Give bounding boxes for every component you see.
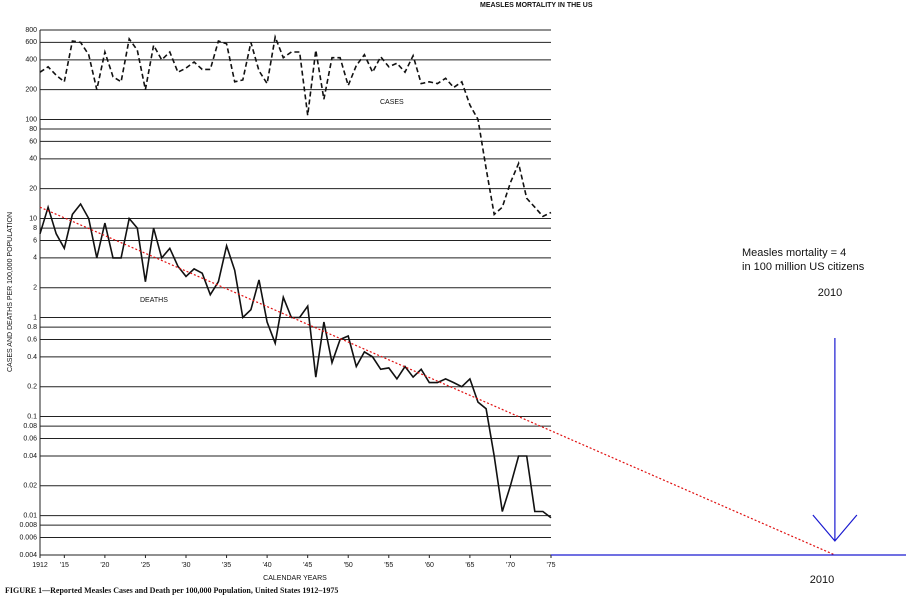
series-label: CASES [380, 99, 404, 106]
arrow [812, 338, 858, 542]
y-tick-label: 0.006 [19, 534, 37, 541]
x-tick-label: '55 [384, 562, 393, 569]
x-tick-label: 1912 [32, 562, 48, 569]
y-tick-label: 4 [33, 255, 37, 262]
y-tick-label: 0.08 [23, 423, 37, 430]
y-tick-label: 0.1 [27, 413, 37, 420]
y-axis-label: CASES AND DEATHS PER 100,000 POPULATION [7, 212, 14, 372]
y-tick-label: 800 [25, 27, 37, 34]
y-tick-label: 8 [33, 225, 37, 232]
y-tick-label: 100 [25, 116, 37, 123]
annotation: Measles mortality = 4 in 100 million US c… [742, 247, 865, 273]
annotation-year: 2010 [818, 287, 842, 299]
y-tick-label: 0.02 [23, 483, 37, 490]
y-tick-label: 0.04 [23, 453, 37, 460]
x-tick-label: '75 [546, 562, 555, 569]
x-tick-label: '40 [263, 562, 272, 569]
axis-year: 2010 [810, 574, 834, 586]
x-tick-label: '15 [60, 562, 69, 569]
y-tick-label: 0.4 [27, 354, 37, 361]
y-tick-label: 20 [29, 186, 37, 193]
x-tick-label: '70 [506, 562, 515, 569]
chart-title: MEASLES MORTALITY IN THE US [480, 2, 593, 9]
x-tick-label: '25 [141, 562, 150, 569]
x-tick-label: '35 [222, 562, 231, 569]
y-tick-label: 60 [29, 138, 37, 145]
y-tick-label: 6 [33, 237, 37, 244]
series-label: DEATHS [140, 297, 168, 304]
y-tick-label: 0.008 [19, 522, 37, 529]
y-tick-label: 1 [33, 314, 37, 321]
y-tick-label: 0.2 [27, 384, 37, 391]
x-axis-label: CALENDAR YEARS [263, 575, 327, 582]
y-tick-label: 0.06 [23, 435, 37, 442]
y-tick-label: 0.004 [19, 552, 37, 559]
y-tick-label: 80 [29, 126, 37, 133]
trend-line [39, 206, 836, 556]
x-tick-label: '20 [100, 562, 109, 569]
y-tick-label: 10 [29, 215, 37, 222]
y-tick-label: 0.01 [23, 512, 37, 519]
x-tick-label: '50 [344, 562, 353, 569]
series-line [39, 34, 552, 218]
series-line [39, 202, 552, 519]
x-tick-label: '65 [465, 562, 474, 569]
y-tick-label: 2 [33, 285, 37, 292]
y-tick-label: 40 [29, 156, 37, 163]
y-tick-label: 600 [25, 39, 37, 46]
y-tick-label: 400 [25, 57, 37, 64]
x-tick-label: '60 [425, 562, 434, 569]
y-tick-label: 200 [25, 86, 37, 93]
x-tick-label: '45 [303, 562, 312, 569]
y-tick-label: 0.8 [27, 324, 37, 331]
x-tick-label: '30 [181, 562, 190, 569]
caption: FIGURE 1—Reported Measles Cases and Deat… [5, 586, 338, 595]
y-tick-label: 0.6 [27, 336, 37, 343]
